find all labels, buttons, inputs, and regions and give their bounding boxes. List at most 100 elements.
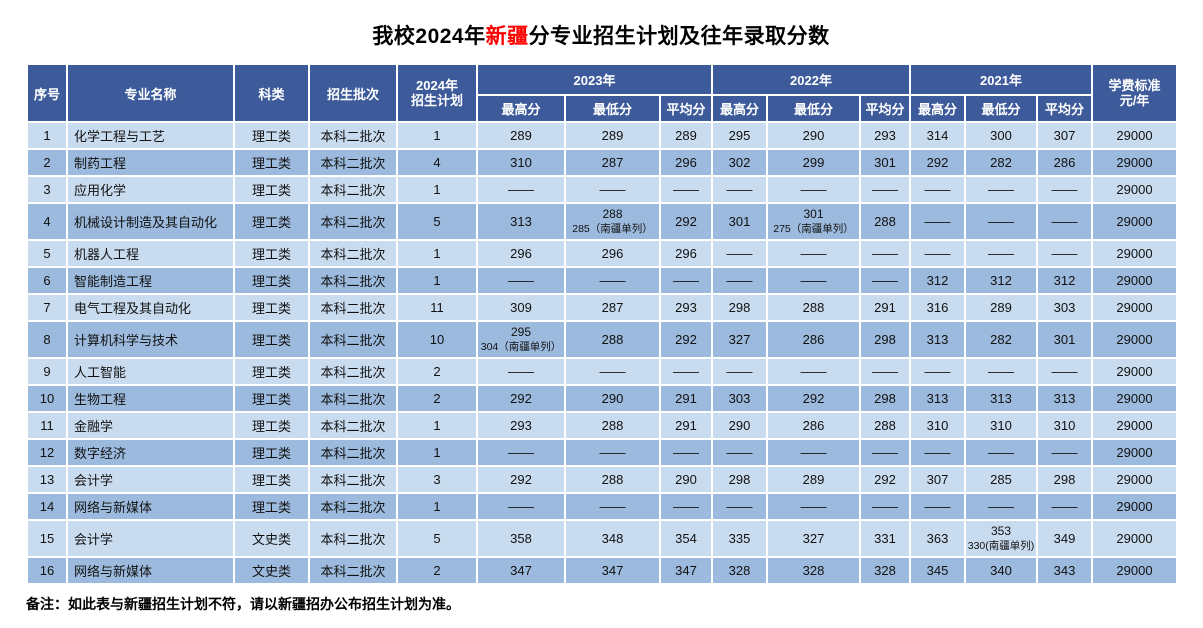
admission-batch: 本科二批次 — [308, 438, 398, 467]
score-2023-min: —— — [564, 438, 661, 467]
admission-batch: 本科二批次 — [308, 202, 398, 241]
score-2023-min: 290 — [564, 384, 661, 413]
header-plan-2024: 2024年 招生计划 — [396, 63, 478, 123]
score-2021-avg: 343 — [1036, 556, 1093, 585]
header-2022-min: 最低分 — [766, 94, 861, 123]
score-2022-min: 289 — [766, 465, 861, 494]
tuition-fee: 29000 — [1091, 266, 1178, 295]
admission-batch: 本科二批次 — [308, 293, 398, 322]
score-2023-min: 296 — [564, 239, 661, 268]
tuition-fee: 29000 — [1091, 239, 1178, 268]
score-2023-max: —— — [476, 357, 566, 386]
score-2021-avg: 310 — [1036, 411, 1093, 440]
score-2022-avg: 331 — [859, 519, 911, 558]
score-2022-min: 292 — [766, 384, 861, 413]
row-no: 12 — [26, 438, 68, 467]
score-2022-min: 299 — [766, 148, 861, 177]
score-2022-avg: —— — [859, 239, 911, 268]
score-2021-min: —— — [964, 175, 1038, 204]
score-2021-max: 345 — [909, 556, 966, 585]
score-2022-max: 301 — [711, 202, 768, 241]
table-row: 13 会计学 理工类 本科二批次 3 292 288 290 298 289 292 307 285 29… — [26, 465, 1178, 494]
major-name: 人工智能 — [66, 357, 235, 386]
score-2023-avg: 293 — [659, 293, 713, 322]
plan-2024: 1 — [396, 175, 478, 204]
plan-2024: 4 — [396, 148, 478, 177]
table-row: 5 机器人工程 理工类 本科二批次 1 296 296 296 —— —— —— —— —— —— 2900… — [26, 239, 1178, 268]
score-2023-avg: 296 — [659, 148, 713, 177]
header-2022-avg: 平均分 — [859, 94, 911, 123]
header-category: 科类 — [233, 63, 310, 123]
tuition-fee: 29000 — [1091, 411, 1178, 440]
header-2021-max: 最高分 — [909, 94, 966, 123]
plan-2024: 1 — [396, 492, 478, 521]
admission-batch: 本科二批次 — [308, 148, 398, 177]
score-2022-max: 290 — [711, 411, 768, 440]
score-2021-max: —— — [909, 492, 966, 521]
score-2022-max: 302 — [711, 148, 768, 177]
plan-2024: 11 — [396, 293, 478, 322]
header-2022-max: 最高分 — [711, 94, 768, 123]
score-2023-min: —— — [564, 175, 661, 204]
subject-category: 理工类 — [233, 148, 310, 177]
score-2022-max: 327 — [711, 320, 768, 359]
table-row: 15 会计学 文史类 本科二批次 5 358 348 354 335 327 331 363 353 33… — [26, 519, 1178, 558]
plan-2024: 2 — [396, 556, 478, 585]
score-2022-min: 290 — [766, 121, 861, 150]
score-2022-avg: 291 — [859, 293, 911, 322]
score-2021-max: 316 — [909, 293, 966, 322]
admission-batch: 本科二批次 — [308, 266, 398, 295]
score-2022-avg: 301 — [859, 148, 911, 177]
score-2021-max: —— — [909, 202, 966, 241]
score-2023-avg: —— — [659, 492, 713, 521]
subject-category: 理工类 — [233, 411, 310, 440]
tuition-fee: 29000 — [1091, 556, 1178, 585]
score-2022-max: 295 — [711, 121, 768, 150]
score-2023-max: —— — [476, 438, 566, 467]
score-2022-max: —— — [711, 175, 768, 204]
score-2023-min: 348 — [564, 519, 661, 558]
score-2022-max: 335 — [711, 519, 768, 558]
plan-2024: 10 — [396, 320, 478, 359]
major-name: 计算机科学与技术 — [66, 320, 235, 359]
score-2021-max: 307 — [909, 465, 966, 494]
major-name: 会计学 — [66, 465, 235, 494]
score-2021-avg: 307 — [1036, 121, 1093, 150]
score-2023-avg: —— — [659, 175, 713, 204]
tuition-fee: 29000 — [1091, 202, 1178, 241]
page-container: 我校2024年新疆分专业招生计划及往年录取分数 序号 专业名称 科类 招生批次 … — [26, 0, 1178, 628]
header-no: 序号 — [26, 63, 68, 123]
subject-category: 文史类 — [233, 556, 310, 585]
major-name: 网络与新媒体 — [66, 492, 235, 521]
score-2023-avg: 290 — [659, 465, 713, 494]
plan-2024: 1 — [396, 239, 478, 268]
score-2021-avg: 349 — [1036, 519, 1093, 558]
subject-category: 理工类 — [233, 320, 310, 359]
score-2023-avg: 296 — [659, 239, 713, 268]
score-2021-avg: —— — [1036, 357, 1093, 386]
subject-category: 理工类 — [233, 293, 310, 322]
row-no: 15 — [26, 519, 68, 558]
score-2023-max: 347 — [476, 556, 566, 585]
admission-batch: 本科二批次 — [308, 519, 398, 558]
score-2021-min: —— — [964, 202, 1038, 241]
score-2021-min: 312 — [964, 266, 1038, 295]
score-2023-max: 296 — [476, 239, 566, 268]
major-name: 网络与新媒体 — [66, 556, 235, 585]
score-2023-min: 288 285（南疆单列） — [564, 202, 661, 241]
admission-batch: 本科二批次 — [308, 384, 398, 413]
score-2022-avg: 288 — [859, 202, 911, 241]
major-name: 制药工程 — [66, 148, 235, 177]
score-2021-min: 285 — [964, 465, 1038, 494]
score-2022-avg: 298 — [859, 320, 911, 359]
header-tuition: 学费标准 元/年 — [1091, 63, 1178, 123]
score-2021-avg: 312 — [1036, 266, 1093, 295]
score-2022-min: 328 — [766, 556, 861, 585]
header-major: 专业名称 — [66, 63, 235, 123]
title-prefix: 我校2024年 — [372, 25, 486, 48]
score-2023-min: 288 — [564, 465, 661, 494]
subject-category: 文史类 — [233, 519, 310, 558]
row-no: 2 — [26, 148, 68, 177]
score-2022-max: —— — [711, 438, 768, 467]
major-name: 机器人工程 — [66, 239, 235, 268]
